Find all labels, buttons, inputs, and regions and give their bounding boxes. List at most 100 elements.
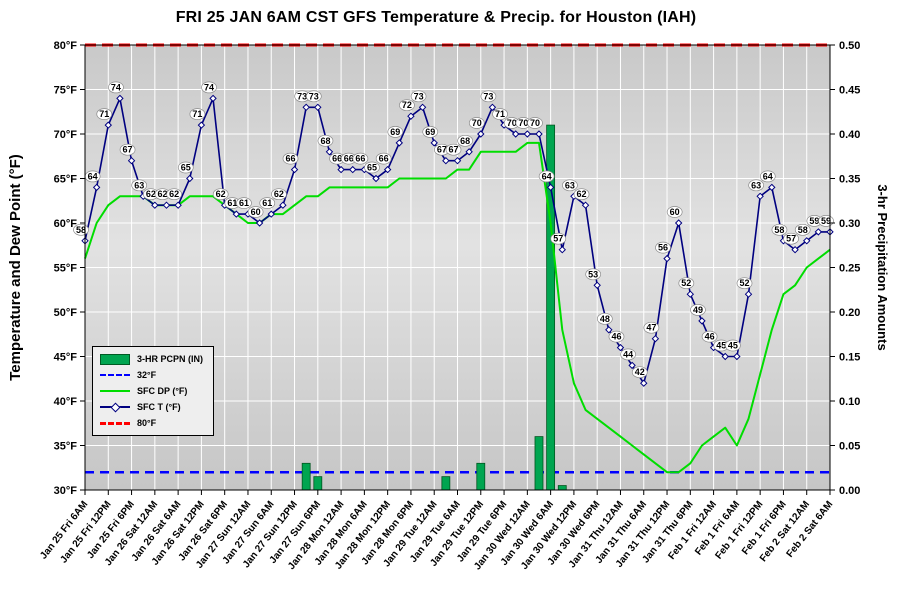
temp-point — [232, 210, 241, 218]
temp-value-label: 69 — [390, 127, 400, 137]
y-axis-title-left: Temperature and Dew Point (°F) — [7, 154, 24, 381]
precip-bar-swatch-icon — [100, 353, 130, 365]
precip-bar — [313, 476, 323, 491]
chart-title: FRI 25 JAN 6AM CST GFS Temperature & Pre… — [175, 9, 697, 26]
temp-point — [267, 210, 275, 218]
temp-point — [337, 165, 345, 174]
temp-value-label: 59 — [809, 216, 819, 226]
y-tick-label-left: 45°F — [54, 352, 78, 364]
precip-bar — [441, 476, 451, 491]
temp-point — [279, 201, 287, 209]
temperature-line-swatch-icon — [100, 402, 130, 413]
temp-value-label: 73 — [483, 91, 493, 101]
temp-value-label: 68 — [460, 136, 470, 146]
temp-point — [523, 130, 532, 138]
temp-value-label: 66 — [286, 154, 296, 164]
temp-value-label: 49 — [693, 305, 703, 315]
y-tick-label-right: 0.15 — [839, 352, 860, 364]
temp-value-label: 62 — [216, 189, 226, 199]
temp-value-label: 70 — [507, 118, 517, 128]
temp-point — [477, 130, 485, 138]
temp-point — [663, 254, 671, 263]
y-axis-right: 0.50 0.45 0.40 0.35 0.30 0.25 0.20 0.15 0.10 0.05… — [830, 40, 860, 497]
temp-value-label: 65 — [367, 163, 377, 173]
y-tick-label-left: 65°F — [54, 174, 78, 186]
temp-point — [756, 192, 764, 201]
temp-value-label: 66 — [344, 154, 354, 164]
temp-point — [803, 237, 811, 245]
temp-value-label: 66 — [355, 154, 365, 164]
y-tick-label-right: 0.45 — [839, 85, 860, 97]
temp-point — [116, 94, 124, 103]
temp-point — [407, 112, 415, 120]
temp-point — [535, 130, 543, 138]
temp-point — [546, 183, 555, 192]
temp-point — [186, 174, 194, 183]
temp-value-label: 61 — [262, 198, 272, 208]
y-tick-label-right: 0.00 — [839, 485, 860, 497]
temp-value-label: 68 — [320, 136, 330, 146]
precip-bar — [476, 462, 486, 491]
temp-value-label: 63 — [565, 180, 575, 190]
temp-point — [674, 219, 683, 227]
temp-value-label: 45 — [728, 341, 738, 351]
precip-bar — [557, 485, 567, 491]
temp-value-label: 73 — [414, 91, 424, 101]
temp-point — [558, 245, 566, 254]
temp-value-label: 57 — [786, 234, 796, 244]
y-axis-left: 80°F 75°F 70°F 65°F 60°F 55°F 50°F 45°F 40°F 35°F… — [54, 40, 85, 497]
temp-value-label: 58 — [76, 225, 86, 235]
legend-item-precip: 3-HR PCPN (IN) — [100, 353, 203, 365]
temp-point — [430, 139, 438, 147]
temp-point — [814, 228, 823, 236]
y-tick-label-right: 0.25 — [839, 263, 860, 275]
temp-value-label: 53 — [588, 269, 598, 279]
y-tick-label-left: 50°F — [54, 307, 78, 319]
temp-value-label: 67 — [437, 145, 447, 155]
temp-value-label: 63 — [751, 180, 761, 190]
temp-point — [127, 156, 136, 165]
temp-value-label: 64 — [763, 171, 773, 181]
temp-value-label: 71 — [192, 109, 202, 119]
temp-point — [511, 130, 520, 138]
temp-point — [325, 148, 334, 156]
dewpoint-line — [84, 141, 831, 474]
y-tick-label-right: 0.40 — [839, 129, 860, 141]
temp-point — [383, 165, 392, 174]
legend-label-temperature: SFC T (°F) — [137, 402, 181, 412]
temp-value-label: 60 — [251, 207, 261, 217]
y-tick-label-right: 0.30 — [839, 218, 860, 230]
temp-value-label: 52 — [681, 278, 691, 288]
temp-value-label: 67 — [123, 145, 133, 155]
eighty-line-swatch-icon — [100, 421, 130, 425]
temp-point — [721, 352, 729, 361]
temp-value-label: 63 — [134, 180, 144, 190]
temp-value-label: 71 — [495, 109, 505, 119]
temp-value-label: 60 — [670, 207, 680, 217]
y-tick-label-left: 75°F — [54, 85, 78, 97]
temp-value-label: 64 — [542, 171, 552, 181]
temp-point — [209, 94, 217, 103]
freezing-line-swatch-icon — [100, 374, 130, 376]
temp-value-label: 48 — [600, 314, 610, 324]
temp-value-label: 61 — [227, 198, 237, 208]
temp-point — [791, 245, 799, 254]
temp-value-label: 62 — [146, 189, 156, 199]
temp-value-label: 46 — [705, 332, 715, 342]
temp-value-label: 69 — [425, 127, 435, 137]
temp-value-label: 62 — [577, 189, 587, 199]
y-tick-label-left: 55°F — [54, 263, 78, 275]
temp-point — [255, 219, 264, 227]
temp-point — [314, 103, 322, 112]
temp-point — [92, 183, 101, 192]
y-tick-label-right: 0.50 — [839, 40, 860, 52]
temp-point — [593, 281, 601, 290]
temp-point — [302, 103, 310, 112]
temp-value-label: 67 — [448, 145, 458, 155]
y-tick-label-left: 60°F — [54, 218, 78, 230]
temp-value-label: 72 — [402, 100, 412, 110]
temp-value-label: 73 — [309, 91, 319, 101]
